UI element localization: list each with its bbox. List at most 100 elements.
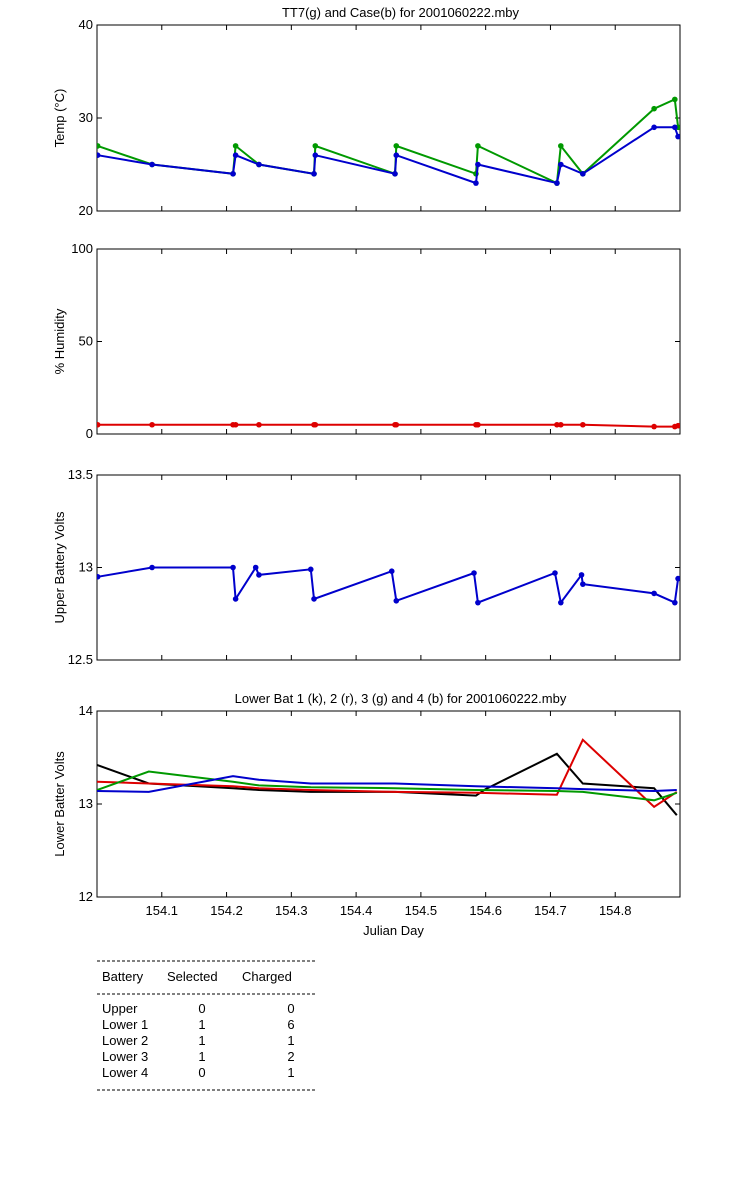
battery-table: Battery Selected Charged Upper 0 0 Lower… [97,960,317,1091]
data-point [672,599,678,606]
series-lower-4 [97,775,677,793]
x-axis-label: Julian Day [363,923,424,938]
x-tick-label: 154.7 [534,903,567,918]
data-point [149,161,155,168]
chart-panel-2: 0 50 100 % Humidity [52,241,681,441]
table-cell-selected: 1 [198,1033,205,1048]
plot-frame [96,24,681,212]
data-point [232,143,239,149]
series-case [97,124,680,186]
data-point [675,422,680,429]
series-upper [97,564,680,606]
data-point [252,564,259,571]
data-point [312,421,319,428]
data-point [312,143,319,149]
data-point [651,105,657,112]
data-point [475,161,481,168]
data-point [554,421,560,428]
data-point [471,570,477,576]
series-lower-2 [97,738,678,809]
data-point [97,421,101,428]
data-point [672,124,678,131]
data-point [558,421,564,428]
y-tick-label: 14 [79,703,93,718]
data-point [554,180,560,186]
data-point [672,96,678,103]
data-point [312,152,319,158]
chart-panel-4: 12 13 14 154.1 154.2 154.3 154.4 154.5 154.6 154.… [52,691,681,938]
chart-title: TT7(g) and Case(b) for 2001060222.mby [282,5,520,20]
x-tick-label: 154.3 [275,903,308,918]
table-row: Lower 2 1 1 [102,1033,295,1048]
data-point [388,568,395,574]
data-point [232,421,239,428]
y-tick-label: 40 [79,17,93,32]
data-point [578,572,585,578]
plot-frame [96,248,681,435]
data-point [97,573,101,580]
table-cell-selected: 1 [198,1017,205,1032]
data-point [256,572,262,578]
data-point [149,421,155,428]
table-cell-battery: Lower 1 [102,1017,148,1032]
y-axis-label: % Humidity [52,308,67,374]
plot-frame [96,710,681,898]
charts-layer: 20 30 40 TT7(g) and Case(b) for 2001060222.… [52,5,681,938]
series-line [97,423,679,428]
table-cell-battery: Lower 2 [102,1033,148,1048]
series-line [97,770,678,802]
series-line [97,752,678,816]
table-cell-charged: 1 [287,1033,294,1048]
series-line [97,126,680,185]
x-tick-label: 154.6 [469,903,502,918]
data-point [580,171,586,177]
table-row: Lower 1 1 6 [102,1017,295,1032]
data-point [311,171,317,177]
data-point [558,143,564,149]
data-point [393,598,400,604]
data-point [675,133,680,140]
series-line [97,738,678,809]
data-point [580,581,586,587]
table-row: Lower 3 1 2 [102,1049,295,1064]
series-lower-1 [97,752,678,816]
data-point [580,421,586,428]
x-tick-label: 154.1 [146,903,179,918]
y-tick-label: 0 [86,426,93,441]
table-cell-selected: 1 [198,1049,205,1064]
series-line [97,565,680,606]
data-point [311,596,317,602]
y-tick-label: 100 [71,241,93,256]
table-header-selected: Selected [167,969,218,984]
data-point [97,143,101,149]
data-point [232,152,239,158]
series-lower-3 [97,770,678,802]
table-cell-selected: 0 [198,1065,205,1080]
data-point [651,590,657,597]
y-tick-label: 12.5 [68,652,93,667]
x-tick-label: 154.8 [599,903,632,918]
data-point [232,596,239,602]
data-point [651,124,657,131]
data-point [475,421,481,428]
data-point [473,180,479,186]
y-axis-label: Temp (°C) [52,89,67,148]
table-row: Upper 0 0 [102,1001,295,1016]
y-axis-label: Lower Batter Volts [52,751,67,857]
data-point [393,421,400,428]
table-cell-battery: Lower 3 [102,1049,148,1064]
series-line [97,775,677,793]
data-point [558,161,564,168]
y-tick-label: 20 [79,203,93,218]
data-point [230,171,236,177]
table-header-battery: Battery [102,969,144,984]
series-line [97,97,680,185]
table-cell-selected: 0 [198,1001,205,1016]
data-point [475,599,481,606]
y-tick-label: 30 [79,110,93,125]
x-tick-label: 154.5 [405,903,438,918]
data-point [393,143,400,149]
y-tick-label: 13.5 [68,467,93,482]
chart-panel-1: 20 30 40 TT7(g) and Case(b) for 2001060222.… [52,5,681,218]
